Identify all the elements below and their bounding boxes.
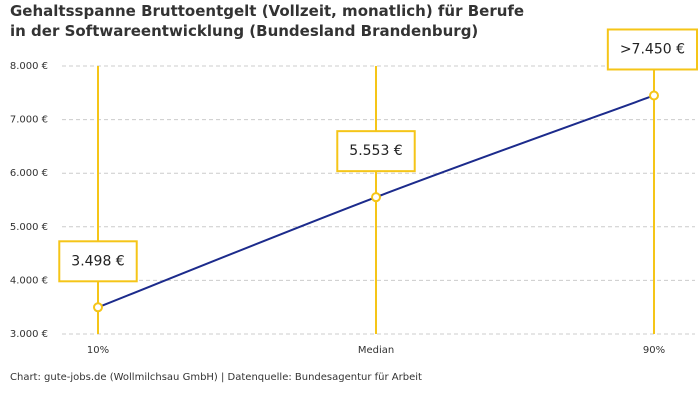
value-label: 3.498 €	[71, 253, 124, 269]
x-tick-label: Median	[358, 345, 394, 356]
value-label-box	[606, 28, 698, 71]
point	[649, 90, 659, 101]
source: Chart: gute-jobs.de (Wollmilchsau GmbH) …	[10, 372, 422, 383]
value-label: 5.553 €	[349, 143, 402, 159]
chart-title: Gehaltsspanne Bruttoentgelt (Vollzeit, m…	[10, 2, 525, 40]
x-tick-label: 10%	[87, 345, 109, 356]
y-tick-label: 8.000 €	[10, 61, 48, 72]
y-tick-label: 6.000 €	[10, 168, 48, 179]
point	[93, 302, 103, 313]
y-tick-label: 4.000 €	[10, 275, 48, 286]
x-tick-label: 90%	[643, 345, 665, 356]
value-label-box	[58, 240, 138, 283]
y-tick-label: 5.000 €	[10, 222, 48, 233]
point	[371, 192, 381, 203]
value-label-box	[336, 130, 416, 173]
value-label: >7.450 €	[620, 41, 685, 57]
y-tick-label: 7.000 €	[10, 115, 48, 126]
y-tick-label: 3.000 €	[10, 329, 48, 340]
